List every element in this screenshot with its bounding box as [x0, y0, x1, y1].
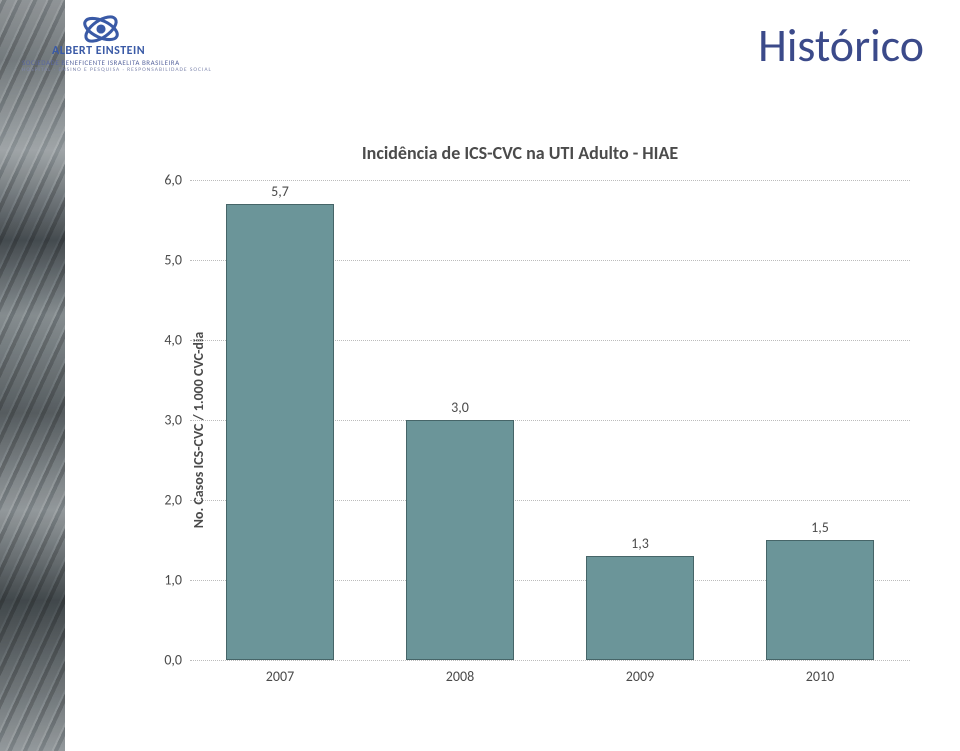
y-tick: 1,0 [150, 572, 182, 589]
bar-value-label: 5,7 [271, 183, 289, 200]
bar-chart: Incidência de ICS-CVC na UTI Adulto - HI… [120, 150, 920, 710]
y-tick: 2,0 [150, 492, 182, 509]
y-tick: 4,0 [150, 332, 182, 349]
logo-tagline: HOSPITAL · ENSINO E PESQUISA · RESPONSAB… [22, 67, 212, 73]
bar [586, 556, 694, 660]
slide: ALBERT EINSTEIN SOCIEDADE BENEFICENTE IS… [0, 0, 960, 751]
logo-subtitle: SOCIEDADE BENEFICENTE ISRAELITA BRASILEI… [22, 58, 180, 67]
bar-value-label: 1,3 [631, 535, 649, 552]
bar-value-label: 3,0 [451, 399, 469, 416]
bar [226, 204, 334, 660]
y-tick: 5,0 [150, 252, 182, 269]
bar [766, 540, 874, 660]
x-tick: 2007 [266, 668, 294, 685]
logo-mark-icon [82, 10, 120, 48]
brand-logo: ALBERT EINSTEIN SOCIEDADE BENEFICENTE IS… [14, 10, 224, 70]
bar [406, 420, 514, 660]
y-tick: 3,0 [150, 412, 182, 429]
logo-name: ALBERT EINSTEIN [52, 44, 145, 58]
y-tick: 0,0 [150, 652, 182, 669]
decorative-left-strip [0, 0, 65, 751]
x-tick: 2010 [806, 668, 834, 685]
x-tick: 2009 [626, 668, 654, 685]
y-tick: 6,0 [150, 172, 182, 189]
page-title: Histórico [758, 18, 924, 74]
chart-title: Incidência de ICS-CVC na UTI Adulto - HI… [120, 142, 920, 164]
plot-area: 0,01,02,03,04,05,06,05,720073,020081,320… [190, 180, 910, 660]
bar-value-label: 1,5 [811, 519, 829, 536]
x-tick: 2008 [446, 668, 474, 685]
grid-line [190, 660, 910, 661]
grid-line [190, 180, 910, 181]
